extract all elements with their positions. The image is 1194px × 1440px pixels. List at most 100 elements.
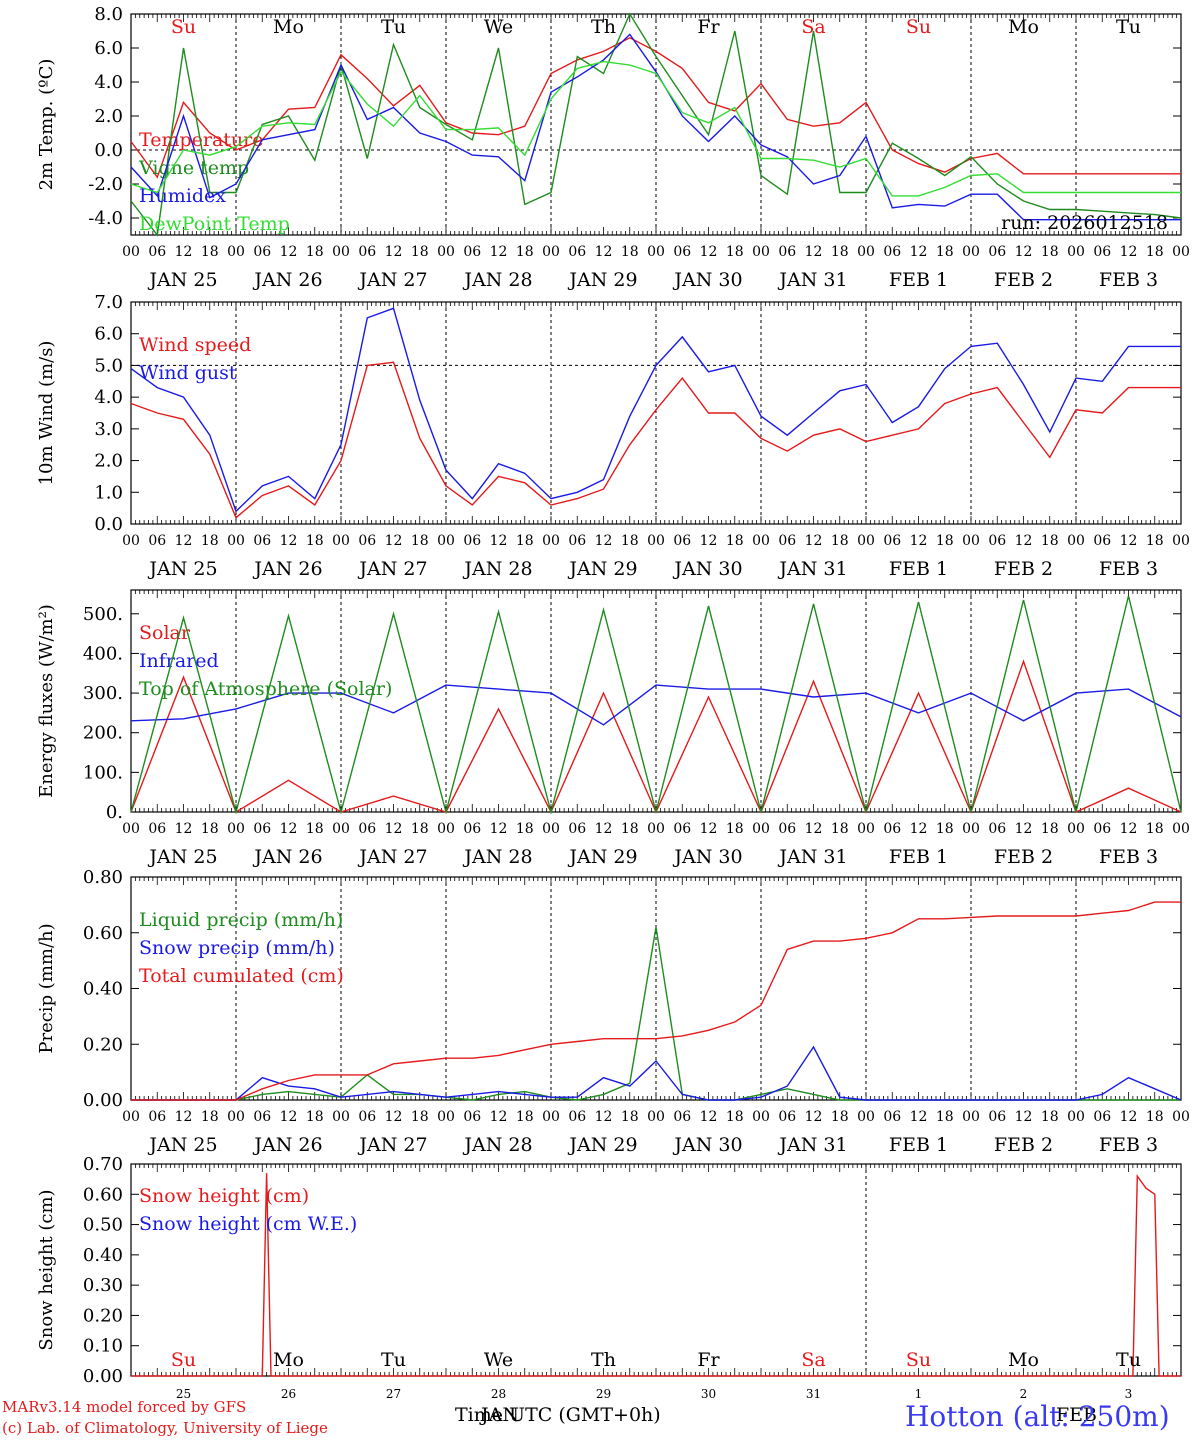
series-line-dewpoint-temp	[130, 60, 1181, 197]
date-label: JAN 27	[357, 269, 427, 291]
hour-tick-label: 18	[831, 244, 849, 260]
hour-tick-label: 18	[621, 244, 639, 260]
series-line-top-of-atmosphere-solar-	[130, 595, 1182, 815]
hour-tick-label: 18	[516, 821, 534, 837]
hour-tick-label: 00	[1172, 821, 1190, 837]
hour-tick-label: 18	[1041, 821, 1059, 837]
weekday-label: Tu	[381, 16, 406, 38]
date-label: JAN 29	[567, 846, 637, 868]
weekday-label: Tu	[381, 1349, 406, 1371]
legend-entry: Humidex	[139, 185, 226, 207]
hour-tick-label: 12	[700, 533, 718, 549]
weekday-label: Sa	[801, 16, 825, 38]
panel-5: 0.00 0.10 0.20 0.30 0.40 0.50 0.60 0.70 Snow hei…	[36, 1154, 1182, 1387]
hour-tick-label: 12	[175, 533, 193, 549]
day-number-label: 26	[281, 1387, 296, 1401]
hour-tick-label: 00	[752, 244, 770, 260]
y-tick-label: -4.0	[88, 208, 123, 229]
hour-tick-label: 00	[647, 244, 665, 260]
hour-tick-label: 12	[1015, 1109, 1033, 1125]
hour-tick-label: 06	[253, 1109, 271, 1125]
date-label: JAN 26	[252, 269, 322, 291]
hour-tick-label: 12	[910, 533, 928, 549]
weekday-label: Fr	[697, 16, 720, 38]
series-line-temperature	[130, 37, 1181, 179]
day-number-label: 25	[176, 1387, 191, 1401]
weekday-label: Tu	[1116, 16, 1141, 38]
hour-tick-label: 06	[883, 533, 901, 549]
hour-tick-label: 18	[516, 1109, 534, 1125]
day-number-label: 2	[1020, 1387, 1028, 1401]
y-tick-label: 200.	[83, 723, 123, 744]
date-label: FEB 2	[994, 846, 1053, 868]
hour-tick-label: 12	[910, 244, 928, 260]
y-tick-label: -2.0	[88, 174, 123, 195]
date-label: JAN 30	[672, 1134, 742, 1156]
hour-tick-label: 18	[411, 244, 429, 260]
date-label: FEB 2	[994, 558, 1053, 580]
hour-tick-label: 00	[437, 244, 455, 260]
date-label: JAN 26	[252, 846, 322, 868]
y-tick-label: 300.	[83, 683, 123, 704]
hour-tick-label: 12	[1120, 533, 1138, 549]
y-tick-label: 0.60	[83, 1184, 123, 1205]
y-tick-label: 500.	[83, 604, 123, 625]
y-tick-label: 4.0	[94, 387, 123, 408]
date-label: JAN 25	[147, 558, 217, 580]
hour-tick-label: 06	[778, 1109, 796, 1125]
day-number-label: 28	[491, 1387, 506, 1401]
date-label: FEB 3	[1099, 558, 1158, 580]
date-label: JAN 27	[357, 1134, 427, 1156]
hour-tick-label: 06	[148, 533, 166, 549]
day-number-label: 27	[386, 1387, 401, 1401]
y-axis-label: Energy fluxes (W/m²)	[36, 604, 57, 798]
hour-tick-label: 06	[883, 821, 901, 837]
hour-tick-label: 00	[1172, 244, 1190, 260]
hour-tick-label: 12	[805, 1109, 823, 1125]
hour-tick-label: 12	[1120, 1109, 1138, 1125]
date-label: FEB 1	[889, 1134, 948, 1156]
station-title: Hotton (alt: 250m)	[905, 1400, 1170, 1433]
hour-tick-label: 00	[122, 1109, 140, 1125]
hour-tick-label: 18	[306, 821, 324, 837]
hour-tick-label: 12	[595, 533, 613, 549]
y-tick-label: 0.10	[83, 1336, 123, 1357]
hour-tick-label: 12	[175, 821, 193, 837]
date-label: JAN 28	[462, 1134, 532, 1156]
hour-tick-label: 00	[437, 821, 455, 837]
date-label: JAN 31	[777, 846, 847, 868]
hour-tick-label: 06	[148, 244, 166, 260]
hour-tick-label: 00	[227, 821, 245, 837]
y-tick-label: 0.40	[83, 979, 123, 1000]
hour-tick-label: 12	[280, 821, 298, 837]
date-label: JAN 31	[777, 558, 847, 580]
hour-tick-label: 06	[883, 244, 901, 260]
day-number-label: 3	[1125, 1387, 1133, 1401]
hour-tick-label: 18	[1041, 244, 1059, 260]
hour-tick-label: 00	[647, 821, 665, 837]
weekday-label: Su	[906, 1349, 931, 1371]
hour-tick-label: 00	[647, 533, 665, 549]
hour-tick-label: 18	[306, 533, 324, 549]
date-label: JAN 27	[357, 558, 427, 580]
hour-tick-label: 18	[516, 533, 534, 549]
date-label: JAN 27	[357, 846, 427, 868]
hour-tick-label: 06	[778, 244, 796, 260]
hour-tick-label: 06	[463, 244, 481, 260]
hour-tick-label: 06	[988, 821, 1006, 837]
date-label: JAN 29	[567, 1134, 637, 1156]
date-label: FEB 1	[889, 846, 948, 868]
legend-entry: Total cumulated (cm)	[139, 965, 344, 987]
hour-tick-label: 12	[700, 244, 718, 260]
hour-tick-label: 12	[805, 244, 823, 260]
hour-tick-label: 18	[516, 244, 534, 260]
hour-tick-label: 00	[122, 533, 140, 549]
hour-tick-label: 06	[253, 821, 271, 837]
hour-tick-label: 00	[1067, 1109, 1085, 1125]
hour-tick-label: 06	[253, 533, 271, 549]
hour-tick-label: 00	[542, 1109, 560, 1125]
hour-tick-label: 00	[857, 821, 875, 837]
weekday-label: Su	[906, 16, 931, 38]
series-line-snow-precip-mm-h-	[131, 1045, 1182, 1101]
hour-tick-label: 00	[122, 244, 140, 260]
